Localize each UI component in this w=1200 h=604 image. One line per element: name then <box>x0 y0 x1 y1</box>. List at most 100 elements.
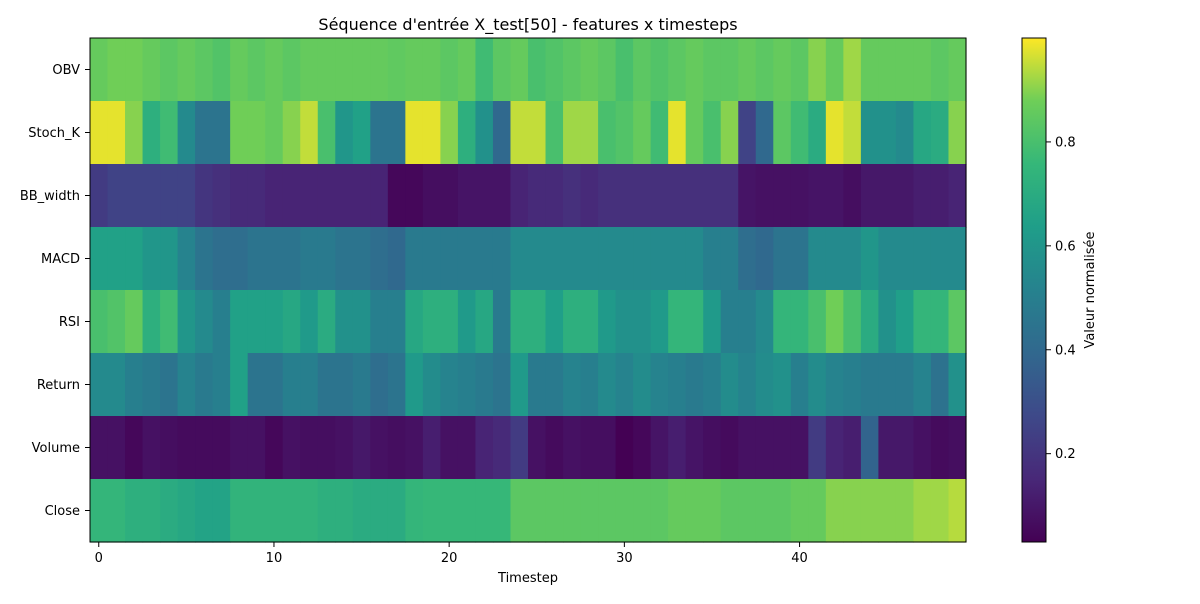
heatmap-cell <box>475 101 494 165</box>
heatmap-cell <box>755 164 774 228</box>
heatmap-cell <box>738 164 757 228</box>
heatmap-cell <box>668 38 687 102</box>
heatmap-cell <box>930 416 950 480</box>
heatmap-cell <box>475 479 494 543</box>
heatmap-cell <box>282 164 301 228</box>
heatmap-cell <box>948 290 967 354</box>
heatmap-cell <box>195 164 214 228</box>
heatmap-cell <box>475 353 494 417</box>
heatmap-cell <box>895 479 915 543</box>
heatmap-cell <box>405 353 424 417</box>
heatmap-cell <box>825 479 844 543</box>
heatmap-cell <box>755 479 774 543</box>
colorbar-tick-label: 0.8 <box>1055 135 1076 150</box>
heatmap-cell <box>247 353 266 417</box>
heatmap-cell <box>773 353 792 417</box>
heatmap-cell <box>335 416 354 480</box>
heatmap-cell <box>895 38 915 102</box>
heatmap-cell <box>790 290 809 354</box>
heatmap-cell <box>563 38 582 102</box>
heatmap-cell <box>563 164 582 228</box>
heatmap-cell <box>510 479 529 543</box>
heatmap-cell <box>510 164 529 228</box>
heatmap-cell <box>615 38 634 102</box>
heatmap-cell <box>405 479 424 543</box>
heatmap-cell <box>755 38 774 102</box>
heatmap-cell <box>510 353 529 417</box>
x-tick-label: 10 <box>266 551 283 566</box>
heatmap-cell <box>422 227 441 291</box>
heatmap-cell <box>265 38 284 102</box>
heatmap-cell <box>825 101 844 165</box>
heatmap-cell <box>422 164 441 228</box>
heatmap-cell <box>738 353 757 417</box>
heatmap-cell <box>563 101 582 165</box>
heatmap-cell <box>720 290 739 354</box>
heatmap-cell <box>107 101 126 165</box>
heatmap-cell <box>808 353 827 417</box>
heatmap-cell <box>650 479 669 543</box>
heatmap-cell <box>230 479 249 543</box>
heatmap-cell <box>738 101 757 165</box>
heatmap-cell <box>808 38 827 102</box>
heatmap-cell <box>668 164 687 228</box>
heatmap-cell <box>510 38 529 102</box>
heatmap-cell <box>685 101 704 165</box>
heatmap-cell <box>633 227 652 291</box>
heatmap-cell <box>247 479 266 543</box>
colorbar-tick-label: 0.6 <box>1055 239 1076 254</box>
heatmap-cell <box>755 101 774 165</box>
heatmap-cell <box>843 290 862 354</box>
heatmap-cell <box>125 101 144 165</box>
heatmap-cell <box>160 38 179 102</box>
heatmap-cell <box>913 416 932 480</box>
heatmap-cell <box>195 227 214 291</box>
heatmap-cell <box>563 227 582 291</box>
heatmap-cell <box>265 290 284 354</box>
chart-title: Séquence d'entrée X_test[50] - features … <box>318 15 737 35</box>
heatmap-cell <box>703 101 722 165</box>
heatmap-cell <box>422 416 441 480</box>
heatmap-cell <box>808 416 827 480</box>
heatmap-cell <box>913 164 932 228</box>
heatmap-cell <box>265 227 284 291</box>
heatmap-cell <box>335 227 354 291</box>
heatmap-cell <box>738 227 757 291</box>
heatmap-cell <box>650 416 669 480</box>
heatmap-cell <box>720 479 739 543</box>
heatmap-cell <box>247 164 266 228</box>
heatmap-cell <box>685 353 704 417</box>
heatmap-cell <box>738 290 757 354</box>
heatmap-cell <box>860 353 879 417</box>
heatmap-cell <box>387 164 406 228</box>
heatmap-cell <box>212 353 231 417</box>
heatmap-cell <box>492 416 512 480</box>
heatmap-cell <box>913 479 932 543</box>
heatmap-cell <box>125 164 144 228</box>
heatmap-cell <box>913 38 932 102</box>
plot-frame <box>89 37 967 543</box>
heatmap-cell <box>563 290 582 354</box>
heatmap-cell <box>545 164 564 228</box>
heatmap-cell <box>177 353 196 417</box>
heatmap-cell <box>703 479 722 543</box>
heatmap-cell <box>405 101 424 165</box>
heatmap-cell <box>475 416 494 480</box>
heatmap-cell <box>107 164 126 228</box>
heatmap-cell <box>160 416 179 480</box>
heatmap-cell <box>195 479 214 543</box>
heatmap-cell <box>195 416 214 480</box>
heatmap-cell <box>913 290 932 354</box>
heatmap-cell <box>457 479 477 543</box>
heatmap-cell <box>107 479 126 543</box>
heatmap-cell <box>790 479 809 543</box>
heatmap-cell <box>405 227 424 291</box>
heatmap-cell <box>282 479 301 543</box>
heatmap-cell <box>405 38 424 102</box>
heatmap-cell <box>370 479 389 543</box>
heatmap-cell <box>895 101 915 165</box>
heatmap-cell <box>545 353 564 417</box>
heatmap-cell <box>160 227 179 291</box>
heatmap-cell <box>843 227 862 291</box>
heatmap-cell <box>142 101 161 165</box>
